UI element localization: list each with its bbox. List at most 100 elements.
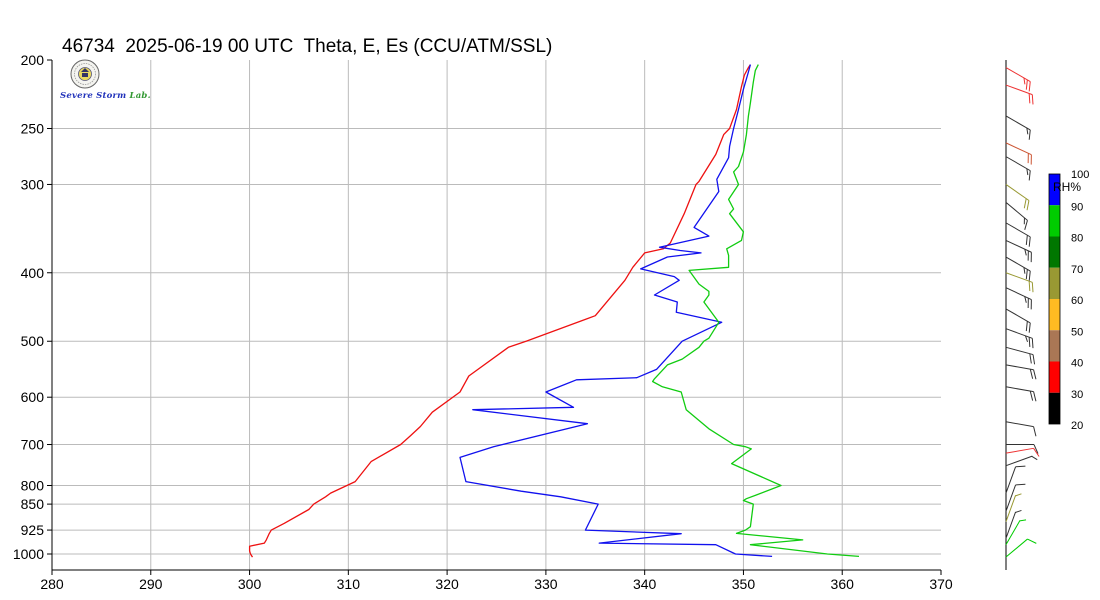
wind-barb-feather bbox=[1032, 354, 1036, 365]
x-tick-label: 360 bbox=[831, 576, 855, 592]
wind-barb-feather bbox=[1031, 282, 1034, 293]
colorbar-tick-label: 50 bbox=[1071, 326, 1083, 338]
wind-barb-feather bbox=[1028, 129, 1031, 140]
wind-barbs bbox=[1005, 60, 1040, 570]
colorbar-tick-label: 60 bbox=[1071, 295, 1083, 307]
y-tick-label: 600 bbox=[21, 389, 45, 405]
wind-barb-feather bbox=[1033, 426, 1037, 437]
wind-barb-feather bbox=[1033, 444, 1039, 454]
wind-barb bbox=[1005, 142, 1032, 165]
wind-barb-staff bbox=[1005, 364, 1034, 371]
colorbar-tick-label: 30 bbox=[1071, 389, 1083, 401]
colorbar-band bbox=[1049, 330, 1060, 362]
x-tick-label: 280 bbox=[40, 576, 64, 592]
x-tick-label: 290 bbox=[139, 576, 163, 592]
wind-barb-staff bbox=[1005, 156, 1031, 172]
wind-barb-feather bbox=[1025, 79, 1028, 90]
y-tick-label: 300 bbox=[21, 176, 45, 192]
y-tick-label: 925 bbox=[21, 522, 45, 538]
colorbar-border bbox=[1048, 173, 1061, 425]
wind-barb bbox=[1005, 256, 1031, 281]
wind-barb bbox=[1005, 519, 1027, 545]
wind-barb-feather bbox=[1023, 267, 1026, 274]
wind-barb-staff bbox=[1005, 201, 1028, 221]
wind-barb-feather bbox=[1028, 322, 1031, 333]
wind-barb-staff bbox=[1005, 386, 1034, 393]
series-theta-line bbox=[248, 64, 751, 558]
x-tick-label: 320 bbox=[435, 576, 459, 592]
y-tick-label: 700 bbox=[21, 437, 45, 453]
wind-barb-feather bbox=[1028, 170, 1031, 181]
wind-barb-feather bbox=[1015, 509, 1022, 513]
logo-word-storm: Storm bbox=[96, 91, 127, 101]
y-tick-label: 200 bbox=[21, 52, 45, 68]
wind-barb bbox=[1005, 483, 1026, 512]
wind-barb-feather bbox=[1031, 338, 1034, 349]
x-tick-label: 340 bbox=[633, 576, 657, 592]
wind-barb bbox=[1005, 328, 1034, 349]
wind-barb bbox=[1005, 346, 1036, 365]
wind-barb bbox=[1005, 287, 1032, 310]
wind-barb-staff bbox=[1005, 495, 1017, 522]
wind-barb bbox=[1005, 67, 1031, 92]
wind-barb-staff bbox=[1005, 222, 1031, 238]
colorbar-band bbox=[1049, 267, 1060, 299]
colorbar-tick-label: 20 bbox=[1071, 420, 1083, 432]
wind-barb bbox=[1005, 421, 1037, 437]
wind-barb bbox=[1005, 364, 1037, 380]
wind-barb-staff bbox=[1005, 520, 1021, 545]
colorbar-tick-label: 90 bbox=[1071, 201, 1083, 213]
wind-barb-staff bbox=[1005, 447, 1034, 454]
wind-barb-staff bbox=[1005, 256, 1031, 272]
wind-barb-feather bbox=[1033, 391, 1037, 402]
wind-barb-feather bbox=[1024, 249, 1027, 256]
wind-barb-staff bbox=[1005, 84, 1033, 96]
colorbar-tick-label: 70 bbox=[1071, 264, 1083, 276]
x-tick-label: 330 bbox=[534, 576, 558, 592]
y-tick-label: 400 bbox=[21, 265, 45, 281]
x-tick-label: 350 bbox=[732, 576, 756, 592]
wind-barb-feather bbox=[1024, 335, 1028, 343]
y-tick-label: 500 bbox=[21, 333, 45, 349]
y-tick-label: 800 bbox=[21, 478, 45, 494]
wind-barb-staff bbox=[1005, 115, 1031, 131]
wind-barb-feather bbox=[1031, 455, 1038, 461]
wind-barb-staff bbox=[1005, 287, 1032, 301]
wind-barb bbox=[1005, 239, 1032, 263]
wind-barb-feather bbox=[1026, 127, 1029, 135]
colorbar-band bbox=[1049, 361, 1060, 393]
wind-barb-feather bbox=[1029, 390, 1034, 401]
severe-storm-lab-logo bbox=[58, 58, 118, 106]
series-lines bbox=[248, 64, 860, 558]
wind-barb-feather bbox=[1029, 353, 1032, 364]
wind-barb-feather bbox=[1028, 81, 1031, 92]
colorbar-band bbox=[1049, 392, 1060, 424]
wind-barb bbox=[1005, 465, 1026, 494]
wind-barb-staff bbox=[1005, 511, 1017, 539]
y-tick-label: 1000 bbox=[13, 546, 44, 562]
wind-barb-staff bbox=[1005, 455, 1033, 467]
rh-colorbar: 100 90 80 70 60 50 40 30 20 RH% bbox=[1048, 169, 1089, 432]
seal-icon bbox=[70, 59, 100, 89]
wind-barb-feather bbox=[1025, 321, 1028, 332]
wind-barb-feather bbox=[1031, 94, 1034, 105]
colorbar-tick-label: 80 bbox=[1071, 233, 1083, 245]
wind-barb-staff bbox=[1005, 239, 1032, 253]
colorbar-tick-label: 100 bbox=[1071, 169, 1089, 181]
wind-barb bbox=[1005, 84, 1034, 105]
wind-barb-feather bbox=[1026, 168, 1029, 176]
wind-barb-staff bbox=[1005, 308, 1031, 324]
wind-barb-staff bbox=[1005, 184, 1030, 201]
wind-barb-feather bbox=[1023, 77, 1026, 85]
logo-text: Severe Storm Lab. bbox=[60, 91, 151, 101]
y-tick-label: 850 bbox=[21, 496, 45, 512]
colorbar-label: RH% bbox=[1053, 180, 1081, 194]
colorbar-band bbox=[1049, 299, 1060, 331]
wind-barb-staff bbox=[1005, 538, 1028, 558]
colorbar-band bbox=[1049, 205, 1060, 237]
y-tick-label: 250 bbox=[21, 120, 45, 136]
wind-barb bbox=[1005, 308, 1031, 333]
wind-barb-feather bbox=[1033, 369, 1037, 380]
wind-barb bbox=[1006, 444, 1039, 454]
